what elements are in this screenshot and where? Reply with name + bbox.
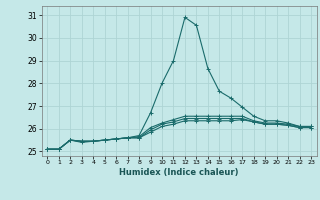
X-axis label: Humidex (Indice chaleur): Humidex (Indice chaleur) (119, 168, 239, 177)
